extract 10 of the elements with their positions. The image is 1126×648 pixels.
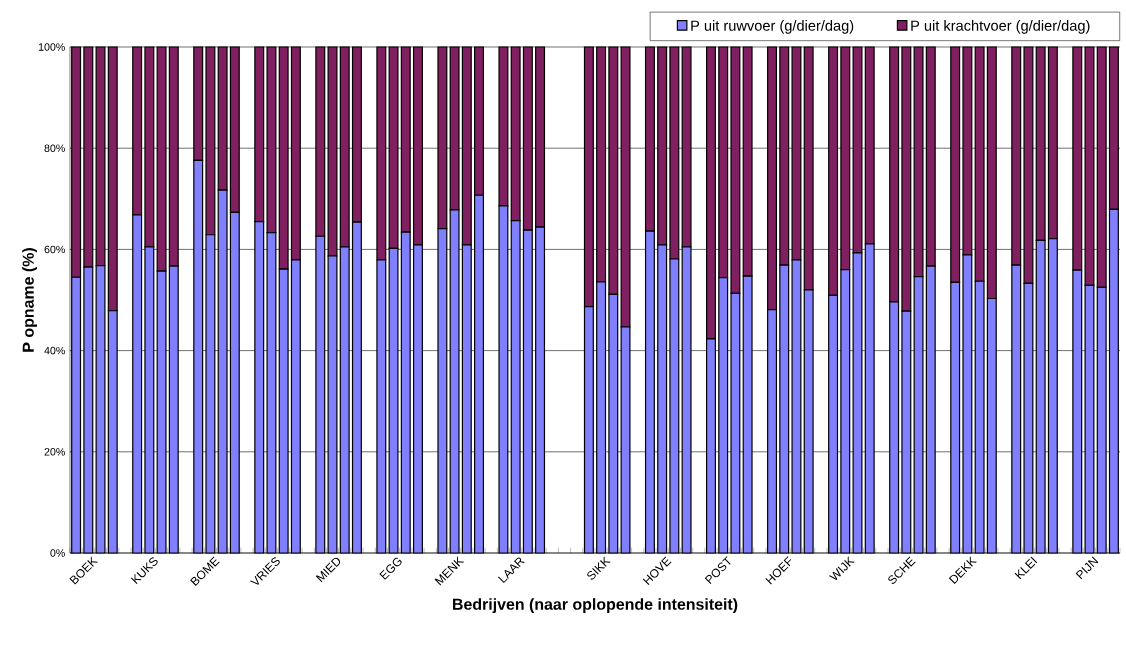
x-axis-title: Bedrijven (naar oplopende intensiteit): [453, 598, 738, 614]
y-tick-label: 60%: [44, 245, 65, 254]
y-tick-label: 100%: [38, 43, 65, 51]
y-axis-title: P opname (%): [22, 248, 38, 352]
y-tick-label: 0%: [50, 549, 65, 557]
legend-label: P uit krachtvoer (g/dier/dag): [911, 20, 1090, 34]
y-tick-label: 20%: [44, 448, 65, 456]
y-tick-label: 80%: [44, 144, 65, 152]
legend-label: P uit ruwvoer (g/dier/dag): [691, 20, 854, 34]
y-tick-label: 40%: [44, 346, 65, 355]
